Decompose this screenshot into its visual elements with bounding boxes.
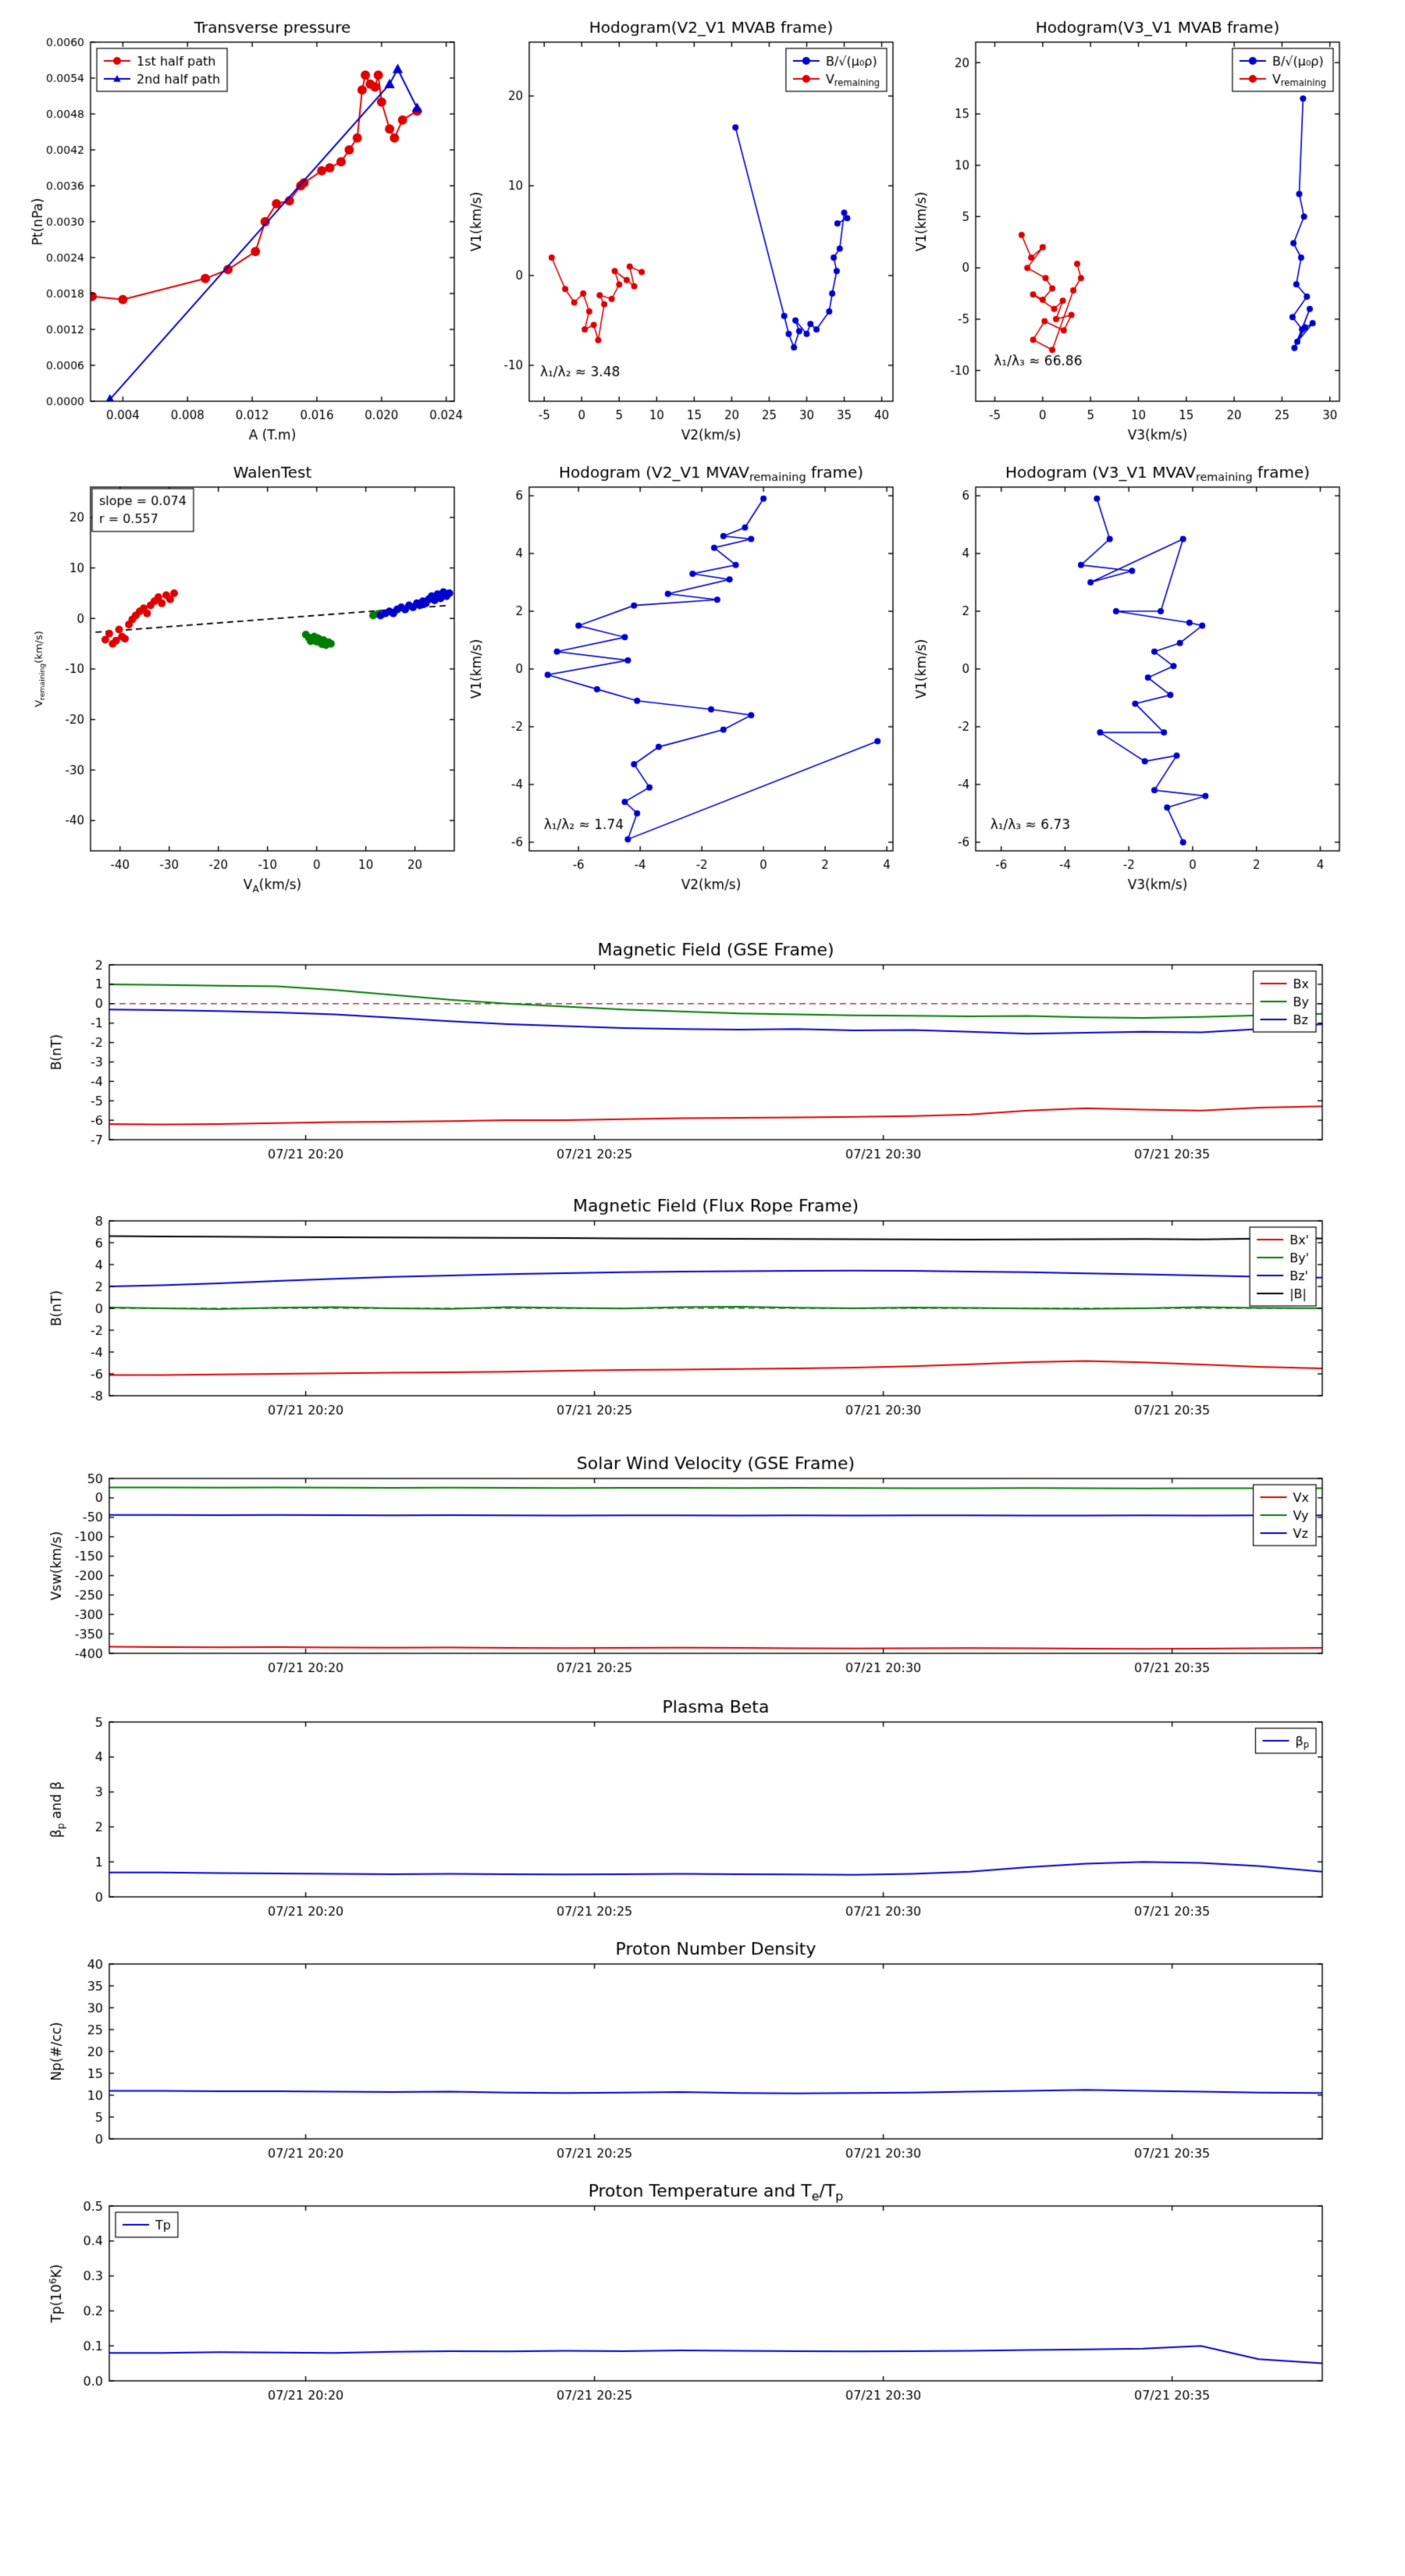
panel-magnetic-field-gse [47, 929, 1374, 1163]
transverse-pressure-chart [31, 8, 476, 468]
proton-temperature-chart [47, 2170, 1374, 2404]
panel-hodogram-v3v1-mvav [913, 464, 1366, 933]
panel-transverse-pressure [31, 8, 476, 468]
magnetic-field-flux-rope-chart [47, 1185, 1374, 1419]
hodogram-v3v1-mvav-chart [913, 464, 1366, 933]
hodogram-v3v1-mvab-chart [913, 8, 1366, 468]
hodogram-v2v1-mvab-chart [468, 8, 913, 468]
proton-number-density-chart [47, 1928, 1374, 2162]
panel-hodogram-v2v1-mvav [468, 464, 913, 933]
panel-hodogram-v3v1-mvab [913, 8, 1366, 468]
panel-hodogram-v2v1-mvab [468, 8, 913, 468]
panel-proton-temperature [47, 2170, 1374, 2404]
panel-magnetic-field-flux-rope [47, 1185, 1374, 1419]
panel-solar-wind-velocity [47, 1443, 1374, 1677]
hodogram-v2v1-mvav-chart [468, 464, 913, 933]
solar-wind-velocity-chart [47, 1443, 1374, 1677]
plasma-beta-chart [47, 1686, 1374, 1920]
walen-test-chart [31, 464, 476, 933]
panel-proton-number-density [47, 1928, 1374, 2162]
panel-walen-test [31, 464, 476, 933]
magnetic-field-gse-chart [47, 929, 1374, 1163]
panel-plasma-beta [47, 1686, 1374, 1920]
